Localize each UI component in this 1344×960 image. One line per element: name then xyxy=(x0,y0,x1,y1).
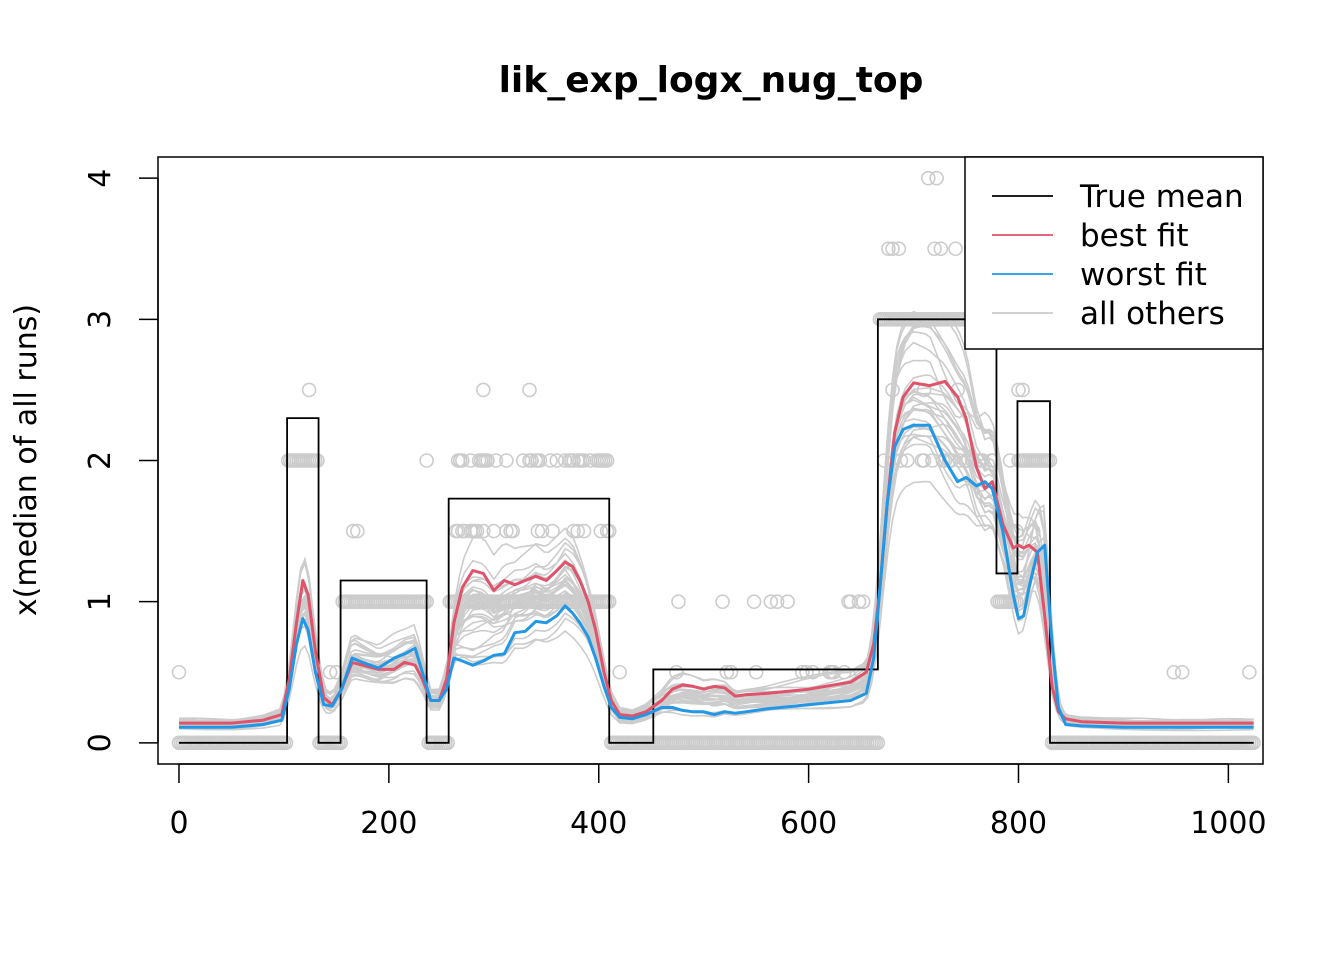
observation-point xyxy=(524,453,539,468)
observation-point xyxy=(933,241,949,257)
x-tick-label: 200 xyxy=(360,806,417,841)
observation-point xyxy=(499,523,514,539)
observation-point xyxy=(593,523,609,539)
observation-point xyxy=(1015,382,1030,398)
observation-point xyxy=(301,382,317,398)
observation-point xyxy=(763,594,779,609)
observation-point xyxy=(566,453,581,468)
observation-point xyxy=(671,594,686,609)
legend-label: all others xyxy=(1080,296,1225,332)
observation-point xyxy=(719,664,735,680)
x-tick-label: 400 xyxy=(570,806,627,841)
y-tick-label: 0 xyxy=(83,733,118,752)
x-tick-label: 600 xyxy=(780,806,837,841)
observation-point xyxy=(570,523,586,539)
legend-label: best fit xyxy=(1080,218,1189,254)
x-axis: 0 200 400 600 800 1000 xyxy=(169,763,1267,841)
observation-point xyxy=(350,523,365,539)
observation-point xyxy=(476,523,491,539)
observation-point xyxy=(530,523,546,539)
legend-label: worst fit xyxy=(1080,257,1207,293)
x-tick-label: 0 xyxy=(169,806,188,841)
observation-point xyxy=(532,453,548,468)
observation-point xyxy=(881,241,896,257)
observation-point xyxy=(476,382,491,398)
observation-point xyxy=(1166,664,1182,680)
y-tick-label: 1 xyxy=(83,592,118,611)
observation-point xyxy=(545,523,560,539)
y-tick-label: 2 xyxy=(83,451,118,470)
observation-point xyxy=(929,170,944,186)
observation-point xyxy=(419,453,434,468)
observation-point xyxy=(780,594,795,609)
observation-point xyxy=(891,241,907,257)
observation-point xyxy=(748,664,764,680)
legend-box xyxy=(964,156,1264,350)
plot-frame xyxy=(157,156,1264,765)
observation-point xyxy=(885,241,900,257)
observation-point xyxy=(1242,664,1257,680)
observation-point xyxy=(795,664,810,680)
y-tick-label: 3 xyxy=(83,310,118,329)
observation-point xyxy=(455,453,470,468)
observation-point xyxy=(948,241,963,257)
observation-point xyxy=(345,523,361,539)
observation-point xyxy=(715,594,730,609)
observation-point xyxy=(171,664,187,680)
observation-point xyxy=(746,594,762,609)
y-axis-label: x(median of all runs) xyxy=(9,304,44,616)
observation-point xyxy=(916,453,932,468)
observation-point xyxy=(499,453,514,468)
worst-fit-line xyxy=(179,423,1254,729)
observation-point xyxy=(310,453,325,468)
chart-title: lik_exp_logx_nug_top xyxy=(499,60,924,101)
observation-point xyxy=(488,453,504,468)
observation-point xyxy=(1174,664,1190,680)
x-tick-label: 800 xyxy=(990,806,1047,841)
observation-point xyxy=(723,664,739,680)
observation-point xyxy=(920,170,936,186)
observation-point xyxy=(599,453,615,468)
observation-point xyxy=(522,382,537,398)
observation-point xyxy=(870,735,886,751)
observation-point xyxy=(543,453,558,468)
observation-point xyxy=(805,664,821,680)
legend-label: True mean xyxy=(1079,179,1244,215)
best-fit-line xyxy=(179,379,1254,725)
observation-point xyxy=(480,453,495,468)
observation-point xyxy=(855,594,871,609)
observation-point xyxy=(851,594,867,609)
observation-point xyxy=(322,664,338,680)
observation-point xyxy=(576,523,592,539)
observation-point xyxy=(612,664,628,680)
observation-point xyxy=(505,523,520,539)
observation-point xyxy=(1011,382,1026,398)
other-fit-line xyxy=(179,391,1254,728)
y-tick-label: 4 xyxy=(83,169,118,188)
observation-point xyxy=(769,594,785,609)
observation-point xyxy=(927,241,942,257)
observation-point xyxy=(534,523,550,539)
main-series xyxy=(178,318,1254,744)
x-tick-label: 1000 xyxy=(1190,806,1266,841)
y-axis: 0 1 2 3 4 xyxy=(83,169,159,752)
observation-point xyxy=(937,453,953,468)
